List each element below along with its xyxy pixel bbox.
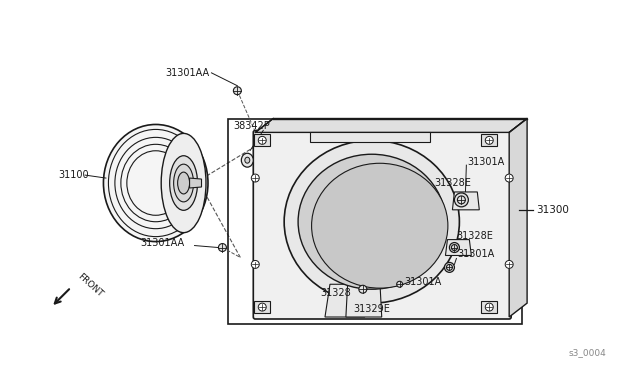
Polygon shape bbox=[325, 284, 365, 317]
Circle shape bbox=[218, 244, 227, 251]
Text: 31328E: 31328E bbox=[435, 178, 472, 188]
Circle shape bbox=[458, 196, 465, 204]
Polygon shape bbox=[452, 192, 479, 210]
Polygon shape bbox=[509, 119, 527, 317]
Ellipse shape bbox=[241, 153, 253, 167]
Text: 31301A: 31301A bbox=[467, 157, 504, 167]
Circle shape bbox=[259, 303, 266, 311]
FancyBboxPatch shape bbox=[253, 131, 511, 319]
Text: 31328E: 31328E bbox=[456, 231, 493, 241]
Polygon shape bbox=[346, 279, 381, 317]
Ellipse shape bbox=[312, 163, 448, 288]
Ellipse shape bbox=[170, 156, 198, 210]
Ellipse shape bbox=[173, 164, 193, 202]
Polygon shape bbox=[189, 178, 202, 188]
Text: 31301A: 31301A bbox=[458, 250, 495, 260]
Circle shape bbox=[485, 137, 493, 144]
Ellipse shape bbox=[104, 125, 208, 241]
Text: 31300: 31300 bbox=[536, 205, 569, 215]
Text: 31100: 31100 bbox=[58, 170, 89, 180]
Text: 31301A: 31301A bbox=[404, 277, 442, 287]
Text: 31328: 31328 bbox=[320, 288, 351, 298]
Circle shape bbox=[359, 285, 367, 293]
Text: 31301AA: 31301AA bbox=[166, 68, 210, 78]
Circle shape bbox=[252, 174, 259, 182]
Bar bbox=[481, 301, 497, 313]
Text: 38342P: 38342P bbox=[234, 121, 270, 131]
Circle shape bbox=[397, 281, 403, 287]
Bar bbox=[481, 134, 497, 146]
Text: 31329E: 31329E bbox=[353, 304, 390, 314]
Ellipse shape bbox=[245, 157, 250, 163]
Circle shape bbox=[234, 87, 241, 95]
Bar bbox=[228, 119, 522, 324]
Ellipse shape bbox=[161, 134, 206, 232]
Text: FRONT: FRONT bbox=[76, 272, 105, 299]
Circle shape bbox=[485, 303, 493, 311]
Bar bbox=[254, 134, 270, 146]
Ellipse shape bbox=[178, 172, 189, 194]
Ellipse shape bbox=[284, 140, 460, 303]
Ellipse shape bbox=[298, 154, 445, 289]
Bar bbox=[254, 301, 270, 313]
Circle shape bbox=[505, 174, 513, 182]
Polygon shape bbox=[445, 240, 471, 256]
Ellipse shape bbox=[454, 193, 468, 207]
Ellipse shape bbox=[444, 262, 454, 272]
Circle shape bbox=[252, 260, 259, 268]
Text: 31301AA: 31301AA bbox=[141, 238, 185, 248]
Ellipse shape bbox=[449, 243, 460, 253]
Circle shape bbox=[259, 137, 266, 144]
Bar bbox=[310, 132, 429, 142]
Circle shape bbox=[505, 260, 513, 268]
Text: s3_0004: s3_0004 bbox=[569, 348, 607, 357]
Circle shape bbox=[451, 244, 458, 250]
Circle shape bbox=[447, 264, 452, 270]
Polygon shape bbox=[255, 119, 527, 132]
